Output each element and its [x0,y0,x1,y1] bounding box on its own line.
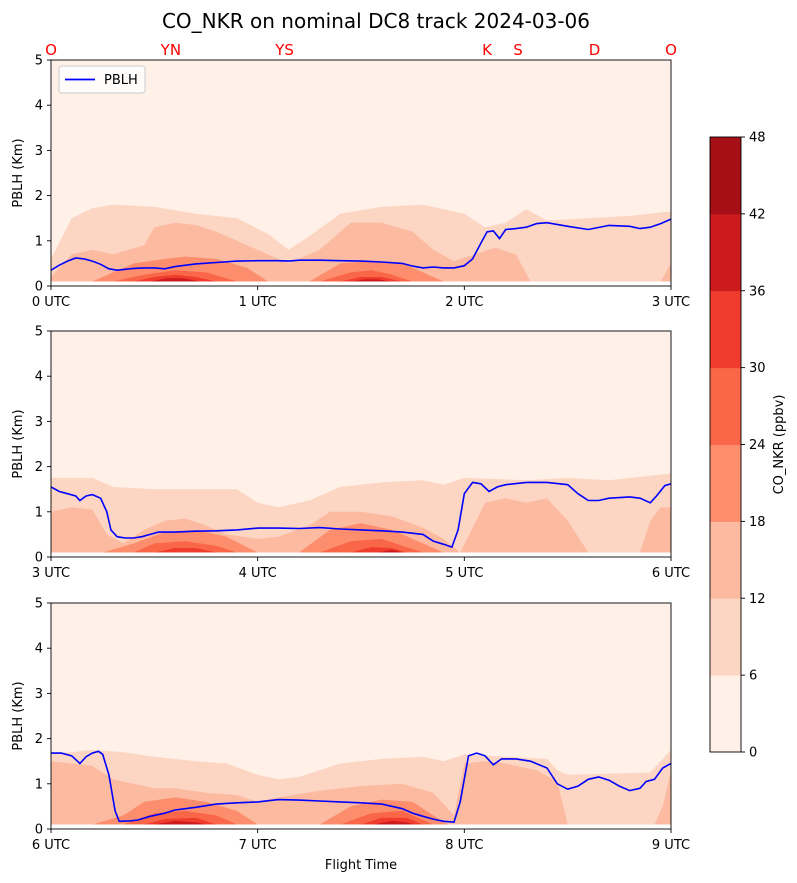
colorbar-tick-label: 6 [749,669,757,684]
x-tick-label: 7 UTC [239,838,277,853]
y-tick-label: 1 [35,505,43,520]
colorbar-segment [710,598,741,676]
contour-band-level-6 [154,820,415,825]
colorbar-segment [710,444,741,522]
colorbar-segment [710,290,741,369]
colorbar-segment [710,213,741,292]
x-tick-label: 6 UTC [652,566,690,581]
y-tick-label: 5 [35,54,43,69]
colorbar-tick-label: 48 [749,131,766,146]
x-axis-label: Flight Time [325,858,397,873]
colorbar-segment [710,675,741,753]
colorbar-tick-label: 30 [749,361,766,376]
colorbar-tick-label: 0 [749,746,757,761]
x-tick-label: 4 UTC [239,566,277,581]
chart-title: CO_NKR on nominal DC8 track 2024-03-06 [162,9,590,33]
axes-frame [50,59,672,287]
site-label: S [513,41,523,59]
y-tick-label: 4 [35,99,43,114]
colorbar-segment [710,367,741,445]
pblh-line [51,481,671,549]
contour-band-level-4 [133,538,423,553]
y-tick-label: 5 [35,597,43,612]
x-tick-label: 2 UTC [445,295,483,310]
site-label: O [665,41,677,59]
site-labels: O YN YS K S D O [45,41,677,59]
x-tick-label: 9 UTC [652,838,690,853]
legend-box [58,65,146,94]
colorbar-segment [710,521,741,599]
y-tick-label: 1 [35,777,43,792]
colorbar-tick-label: 36 [749,284,766,299]
site-label: YN [160,41,181,59]
colorbar-segment [710,137,741,215]
colorbar-tick-label: 12 [749,592,766,607]
colorbar: 0 6 12 18 24 30 36 42 48 CO_NKR (ppbv) [709,131,787,761]
x-tick-label: 3 UTC [32,566,70,581]
surface-gap [51,552,671,557]
x-tick-label: 5 UTC [445,566,483,581]
x-tick-label: 6 UTC [32,838,70,853]
y-tick-label: 2 [35,189,43,204]
y-tick-label: 5 [35,325,43,340]
colorbar-tick-label: 42 [749,207,766,222]
panel-1: 0 1 2 3 4 5 0 UTC 1 UTC 2 UTC 3 UTC PBLH (Km) PBLH [11,54,690,311]
site-label: K [482,41,493,59]
contour-fills [51,204,671,286]
x-tick-label: 1 UTC [239,295,277,310]
panel-2: 0 1 2 3 4 5 3 UTC 4 UTC 5 UTC 6 UTC PBLH (Km) [11,325,690,582]
axes-frame [50,602,672,830]
site-label: D [589,41,601,59]
y-tick-label: 1 [35,234,43,249]
y-tick-label: 2 [35,460,43,475]
y-axis-label: PBLH (Km) [11,409,26,478]
surface-gap [51,281,671,286]
pblh-line [51,218,671,272]
contour-band-level-6 [150,278,390,282]
colorbar-label: CO_NKR (ppbv) [772,395,787,495]
y-tick-label: 0 [35,823,43,838]
legend-entry-pblh: PBLH [104,73,138,88]
y-tick-label: 2 [35,732,43,747]
site-label: O [45,41,57,59]
x-tick-label: 8 UTC [445,838,483,853]
contour-fills [51,749,671,829]
y-axis-label: PBLH (Km) [11,138,26,207]
x-tick-label: 0 UTC [32,295,70,310]
x-tick-label: 3 UTC [652,295,690,310]
colorbar-tick-label: 24 [749,438,766,453]
site-label: YS [274,41,294,59]
y-tick-label: 0 [35,280,43,295]
y-axis-label: PBLH (Km) [11,681,26,750]
y-tick-label: 3 [35,415,43,430]
contour-band-level-6 [377,549,403,553]
surface-gap [51,824,671,829]
y-tick-label: 4 [35,642,43,657]
panel-3: 0 1 2 3 4 5 6 UTC 7 UTC 8 UTC 9 UTC PBLH (Km) [11,597,690,854]
pblh-line [51,750,671,824]
colorbar-tick-label: 18 [749,515,766,530]
axes-frame [50,330,672,558]
y-tick-label: 3 [35,144,43,159]
y-tick-label: 0 [35,551,43,566]
contour-band-level-5 [133,274,403,282]
y-tick-label: 4 [35,370,43,385]
y-tick-label: 3 [35,687,43,702]
legend: PBLH [58,65,146,94]
